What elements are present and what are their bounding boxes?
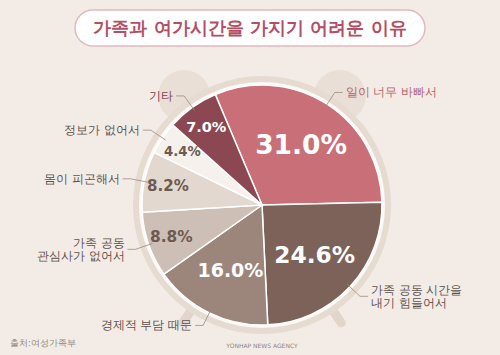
- category-label-line: 내기 힘들어서: [371, 296, 447, 310]
- data-label: 8.8%: [150, 228, 193, 246]
- category-label: 기타: [149, 89, 173, 103]
- data-label: 7.0%: [186, 119, 227, 135]
- category-label: 경제적 부담 때문: [101, 318, 192, 332]
- category-label: 가족 공동관심사가 없어서: [37, 236, 125, 263]
- leader-line: [123, 179, 149, 183]
- category-label-line: 정보가 없어서: [64, 123, 140, 137]
- pie-slice: [262, 202, 382, 325]
- title-banner: [75, 10, 425, 46]
- category-label: 일이 너무 바빠서: [346, 85, 437, 99]
- leader-line: [176, 96, 194, 111]
- category-label-line: 몸이 피곤해서: [44, 172, 120, 186]
- category-label-line: 기타: [149, 89, 173, 103]
- category-label-line: 가족 공동 시간을: [371, 283, 462, 297]
- category-label-line: 관심사가 없어서: [37, 249, 125, 263]
- slices: [142, 85, 382, 325]
- leader-line: [347, 284, 368, 296]
- category-label-line: 일이 너무 바빠서: [346, 85, 437, 99]
- category-label-line: 경제적 부담 때문: [101, 318, 192, 332]
- leader-line: [195, 309, 211, 325]
- clock-ring: [136, 79, 388, 331]
- source: 출처:여성가족부: [10, 338, 76, 348]
- category-label: 몸이 피곤해서: [44, 172, 120, 186]
- credit: YONHAP NEWS AGENCY: [225, 342, 298, 349]
- data-label: 24.6%: [274, 241, 355, 268]
- category-labels: 일이 너무 바빠서가족 공동 시간을내기 힘들어서경제적 부담 때문 가족 공동관…: [37, 85, 462, 332]
- data-labels: 31.0% 24.6% 16.0%8.8% 8.2% 4.4% 7.0%: [147, 119, 355, 281]
- leader-line: [128, 243, 153, 249]
- chart: 가족과 여가시간을 가지기 어려운 이유 31.0% 24.6% 16.0%8.8% 8…: [0, 0, 500, 355]
- background: [0, 0, 500, 355]
- data-label: 16.0%: [197, 259, 263, 281]
- clock-decoration: [136, 70, 388, 331]
- leader-line: [143, 130, 166, 140]
- category-label: 가족 공동 시간을내기 힘들어서: [371, 283, 462, 310]
- category-label-line: 가족 공동: [73, 236, 125, 250]
- leader-line: [325, 92, 343, 107]
- data-label: 4.4%: [164, 144, 201, 159]
- category-label: 정보가 없어서: [64, 123, 140, 137]
- data-label: 8.2%: [147, 177, 189, 195]
- title: 가족과 여가시간을 가지기 어려운 이유: [93, 17, 406, 38]
- data-label: 31.0%: [255, 129, 347, 160]
